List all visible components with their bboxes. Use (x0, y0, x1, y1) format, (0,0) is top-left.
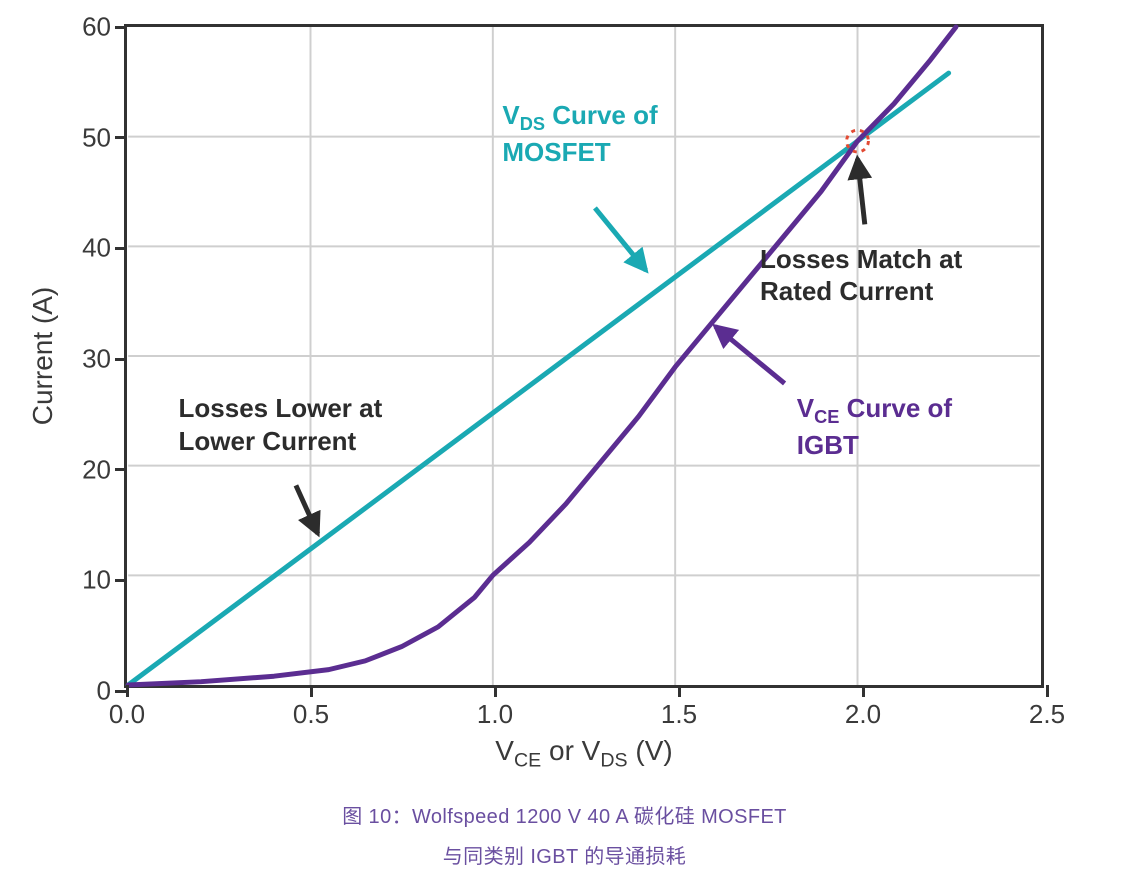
y-tick (115, 136, 127, 139)
y-tick-label: 10 (82, 565, 111, 596)
y-axis-label: Current (A) (27, 287, 59, 425)
y-tick-label: 40 (82, 233, 111, 264)
x-tick (678, 685, 681, 697)
x-tick (862, 685, 865, 697)
x-tick-label: 2.0 (845, 699, 881, 730)
y-tick-label: 50 (82, 122, 111, 153)
x-tick-label: 1.5 (661, 699, 697, 730)
y-tick (115, 468, 127, 471)
annotation-arrow (296, 485, 318, 533)
y-tick-label: 30 (82, 344, 111, 375)
y-tick (115, 579, 127, 582)
x-tick-label: 0.5 (293, 699, 329, 730)
x-axis-label: VCE or VDS (V) (127, 735, 1041, 773)
x-tick-label: 0.0 (109, 699, 145, 730)
y-tick (115, 690, 127, 693)
x-tick-label: 1.0 (477, 699, 513, 730)
x-tick (1046, 685, 1049, 697)
figure-caption-line2: 与同类别 IGBT 的导通损耗 (0, 840, 1129, 869)
y-tick-label: 0 (97, 676, 111, 707)
y-tick (115, 247, 127, 250)
figure-caption-line1: 图 10：Wolfspeed 1200 V 40 A 碳化硅 MOSFET (0, 800, 1129, 829)
y-tick-label: 60 (82, 12, 111, 43)
y-tick-label: 20 (82, 454, 111, 485)
annotation-mosfet_label: VDS Curve ofMOSFET (502, 99, 657, 168)
annotation-losses_lower: Losses Lower atLower Current (179, 392, 383, 457)
x-tick (310, 685, 313, 697)
annotation-losses_match: Losses Match atRated Current (760, 243, 962, 308)
annotation-arrow (715, 326, 784, 383)
annotation-igbt_label: VCE Curve ofIGBT (797, 392, 952, 461)
x-tick-label: 2.5 (1029, 699, 1065, 730)
chart-plot-area: Current (A) VCE or VDS (V) 0.00.51.01.52… (124, 24, 1044, 688)
y-tick (115, 358, 127, 361)
annotation-arrow (595, 208, 646, 271)
page: Current (A) VCE or VDS (V) 0.0 0.5 1.0 1.5 2… (0, 0, 1129, 884)
x-tick (494, 685, 497, 697)
y-tick (115, 26, 127, 29)
annotation-arrow (858, 159, 865, 225)
